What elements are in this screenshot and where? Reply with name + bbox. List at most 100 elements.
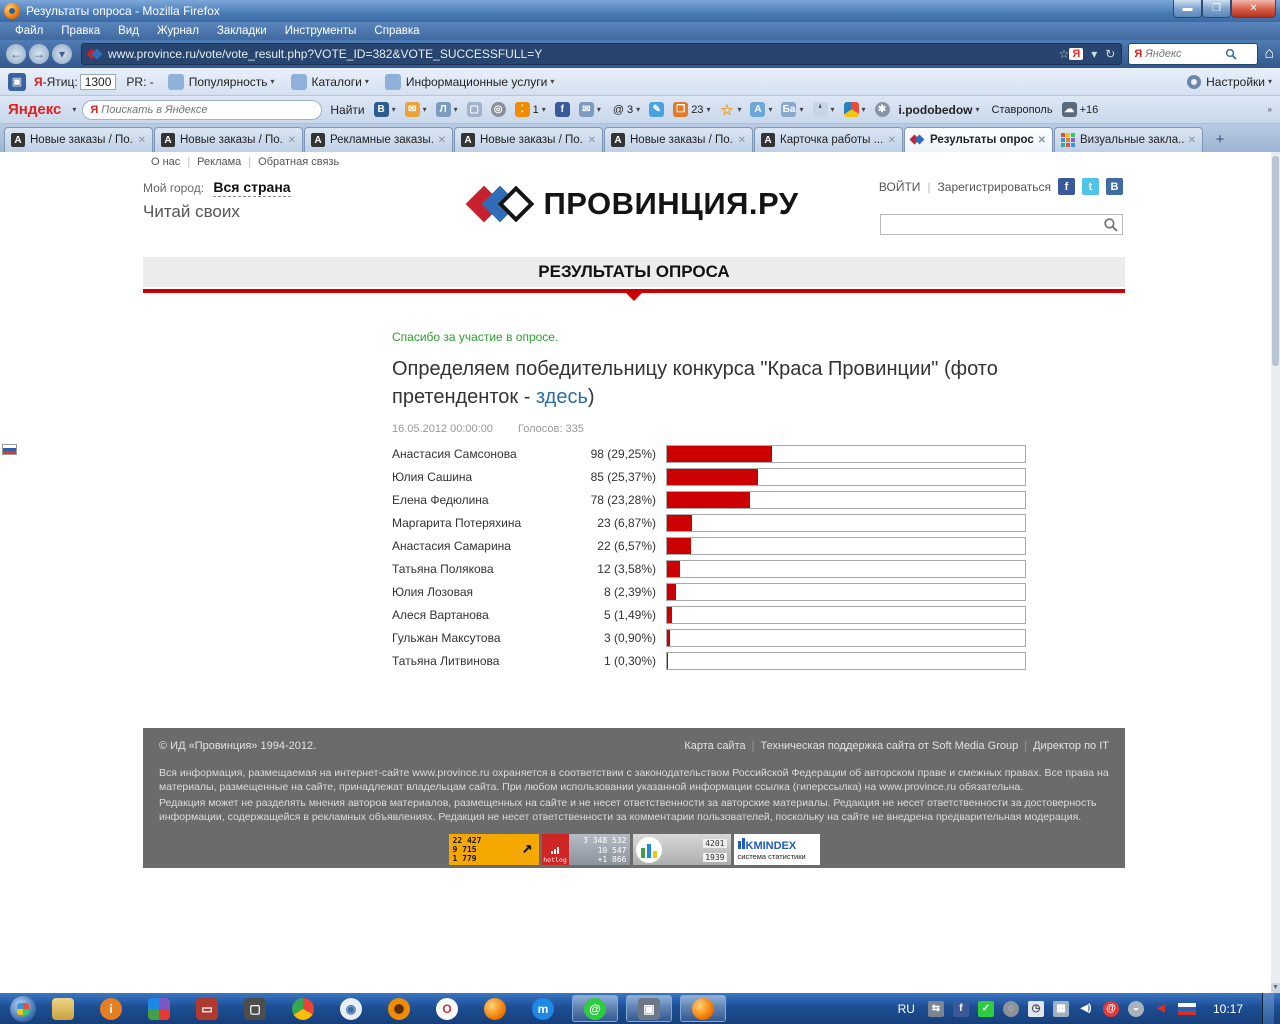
tab-6[interactable]: A Карточка работы ... ✕ [754,127,903,152]
forward-button[interactable]: → [29,44,49,64]
cube-icon[interactable] [843,102,859,117]
vk-icon[interactable]: В [1106,178,1123,195]
translate-icon[interactable]: А [750,102,766,117]
hotlog-counter-badge[interactable]: hotlog 3 348 532 10 547 +1 866 [541,834,630,865]
toolbar-city[interactable]: Ставрополь [991,103,1053,116]
tab-8[interactable]: Визуальные закла... ✕ [1054,127,1203,152]
window-titlebar[interactable]: Результаты опроса - Mozilla Firefox ▬ ❐ … [0,0,1280,22]
controller-icon[interactable]: ◒ [1127,1000,1144,1017]
brand-dropdown-icon[interactable]: ▾ [72,105,77,114]
menu-Журнал[interactable]: Журнал [156,25,199,37]
browser-search-box[interactable]: Я [1128,43,1259,65]
open-window-device-icon[interactable]: ▣ [626,995,672,1022]
scroll-down-icon[interactable]: ▼ [1271,983,1280,993]
firefox-icon[interactable] [692,997,714,1020]
menu-Вид[interactable]: Вид [118,25,139,37]
maxthon-icon[interactable]: m [532,997,554,1020]
tab-7[interactable]: Результаты опроса ✕ [904,127,1053,152]
site-search-icon[interactable] [1103,217,1118,232]
mentions-count[interactable]: @ 3 [612,103,634,116]
yandex-search-field[interactable]: Я [82,99,323,120]
login-link[interactable]: ВОЙТИ [878,179,921,194]
tab-close-icon[interactable]: ✕ [137,134,146,146]
menu-Правка[interactable]: Правка [61,25,101,37]
tab-close-icon[interactable]: ✕ [887,134,896,146]
my-city-value[interactable]: Вся страна [213,179,291,197]
language-indicator[interactable]: RU [897,1001,915,1016]
scrollbar[interactable]: ▼ [1271,152,1280,993]
footer-link-2[interactable]: Техническая поддержка сайта от Soft Medi… [760,740,1019,752]
firefox-icon[interactable] [484,997,506,1020]
punto-icon[interactable]: ◌ [1002,1000,1019,1017]
tab-close-icon[interactable]: ✕ [737,134,746,146]
start-button[interactable] [10,995,36,1022]
tab-2[interactable]: A Новые заказы / По... ✕ [154,127,303,152]
opera-icon[interactable]: O [436,997,458,1020]
scrollbar-thumb[interactable] [1272,156,1279,366]
url-bar[interactable]: www.province.ru/vote/vote_result.php?VOT… [81,43,1123,65]
tab-5[interactable]: A Новые заказы / По... ✕ [604,127,753,152]
top-link-2[interactable]: Реклама [197,156,242,168]
picasa-icon[interactable] [148,997,170,1020]
volume-icon[interactable]: ◀) [1080,1003,1092,1014]
mail-icon[interactable]: ✉ [404,102,420,117]
toolbar-item-Каталоги[interactable]: Каталоги ▾ [290,73,369,90]
tab-close-icon[interactable]: ✕ [1187,134,1196,146]
site-logo[interactable]: ПРОВИНЦИЯ.РУ [143,182,1125,226]
site-search-input[interactable] [881,216,1103,233]
open-window-firefox-icon[interactable] [680,995,726,1022]
clock-icon[interactable]: ◷ [1027,1000,1044,1017]
bookmark-star-icon[interactable]: ☆ [1058,47,1070,61]
search-icon[interactable] [1225,48,1237,60]
minimize-button[interactable]: ▬ [1173,0,1202,18]
open-window-mailru-agent-icon[interactable]: @ [572,995,618,1022]
toolbar-item-Информационные услуги[interactable]: Информационные услуги ▾ [384,73,554,90]
kmindex-badge[interactable]: KMINDEX система статистики [733,834,820,865]
menu-Закладки[interactable]: Закладки [216,25,267,37]
book-icon[interactable]: ❒ [673,102,689,117]
vk-toolbar-icon[interactable]: В [373,102,389,117]
toolbar-settings[interactable]: Настройки ▾ [1187,74,1272,89]
explorer-folder-icon[interactable] [52,997,74,1020]
floppy-icon[interactable]: ▭ [196,997,218,1020]
network-share-icon[interactable]: ⇆ [927,1000,944,1017]
toolbar-logo-icon[interactable]: ▣ [8,72,26,91]
overflow-chevron-icon[interactable]: » [1267,105,1272,114]
image-viewer-icon[interactable]: ◉ [340,997,362,1020]
person-icon[interactable]: Л [435,102,451,117]
comment-icon[interactable]: ❛ [812,102,828,117]
tab-3[interactable]: A Рекламные заказы... ✕ [304,127,453,152]
top-link-3[interactable]: Обратная связь [258,156,340,168]
taskbar-clock[interactable]: 10:17 [1212,1001,1243,1016]
poll-photos-link[interactable]: здесь [535,386,588,408]
tab-close-icon[interactable]: ✕ [287,134,296,146]
device-icon[interactable]: ▣ [638,997,660,1020]
home-icon[interactable]: ⌂ [1264,45,1274,62]
tab-1[interactable]: A Новые заказы / По... ✕ [4,127,153,152]
menu-Файл[interactable]: Файл [15,25,44,37]
mailru-icon[interactable]: @ [1102,1000,1119,1017]
remote-laptop-icon[interactable]: ▢ [244,997,266,1020]
toolbar-username[interactable]: i.podobedow [898,102,973,117]
notes-icon[interactable]: ✓ [977,1000,994,1017]
facebook-toolbar-icon[interactable]: f [554,102,570,117]
history-dropdown[interactable]: ▾ [52,44,72,64]
mailru-agent-icon[interactable]: @ [584,997,606,1020]
browser-orange-icon[interactable] [388,997,410,1020]
browser-search-input[interactable] [1145,48,1226,60]
close-button[interactable]: ✕ [1231,0,1276,18]
back-button[interactable]: ← [6,44,26,64]
twitter-icon[interactable]: t [1082,178,1099,195]
rating-counter-badge[interactable]: 4201 1939 [632,834,731,865]
yandex-search-input[interactable] [101,103,292,116]
screenshot-icon[interactable]: ▢ [466,102,482,117]
facebook-icon[interactable]: f [952,1000,969,1017]
chrome-icon[interactable] [292,997,314,1020]
find-button[interactable]: Найти [330,102,365,117]
new-tab-button[interactable]: + [1215,130,1225,148]
top100-counter-badge[interactable]: 22 427 9 715 1 779 ↗ [448,834,539,865]
reload-icon[interactable]: ↻ [1105,47,1116,61]
translate-page-icon[interactable]: Ба [781,102,797,117]
restore-button[interactable]: ❐ [1202,0,1231,18]
show-desktop-button[interactable] [1262,993,1274,1024]
